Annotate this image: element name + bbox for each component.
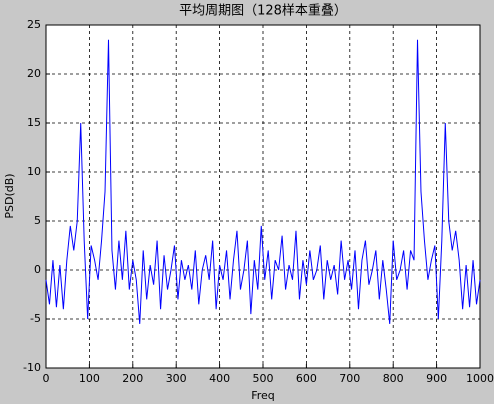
x-tick-label: 600 (296, 372, 317, 385)
line-series (45, 39, 481, 324)
x-tick-label: 400 (209, 372, 230, 385)
x-tick-label: 800 (383, 372, 404, 385)
x-tick-label: 200 (122, 372, 143, 385)
y-tick-label: -5 (30, 312, 41, 325)
x-tick-label: 300 (166, 372, 187, 385)
x-tick-label: 500 (253, 372, 274, 385)
y-tick-label: 0 (34, 263, 41, 276)
y-tick-label: 25 (27, 18, 41, 31)
y-tick-label: -10 (23, 361, 41, 374)
y-tick-label: 5 (34, 214, 41, 227)
x-tick-label: 0 (43, 372, 50, 385)
x-tick-label: 900 (426, 372, 447, 385)
x-tick-label: 1000 (466, 372, 494, 385)
y-axis-label: PSD(dB) (3, 173, 16, 218)
x-tick-label: 700 (339, 372, 360, 385)
y-tick-label: 10 (27, 165, 41, 178)
y-tick-label: 20 (27, 67, 41, 80)
chart-title: 平均周期图（128样本重叠） (179, 3, 347, 19)
x-axis-label: Freq (251, 389, 275, 402)
y-tick-label: 15 (27, 116, 41, 129)
x-tick-label: 100 (79, 372, 100, 385)
plot-area (45, 24, 481, 369)
